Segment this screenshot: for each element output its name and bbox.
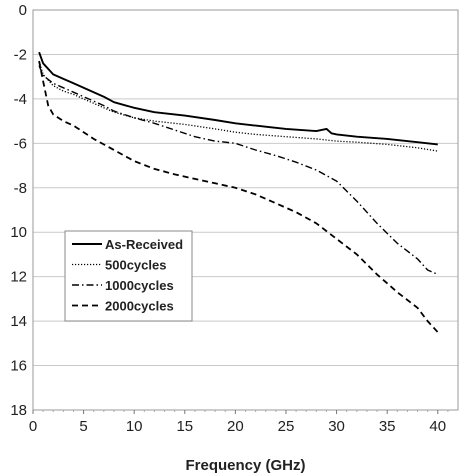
x-tick-label: 15: [176, 418, 193, 435]
x-tick-label: 10: [126, 418, 143, 435]
y-tick-label: -6: [14, 135, 27, 152]
x-axis-title: Frequency (GHz): [185, 457, 305, 474]
y-tick-label: 10: [10, 224, 27, 241]
x-tick-label: 5: [79, 418, 87, 435]
x-tick-label: 30: [328, 418, 345, 435]
x-tick-label: 25: [278, 418, 295, 435]
series-line-as-received: [38, 51, 438, 146]
series-line-1000cycles: [38, 65, 439, 276]
y-tick-label: 14: [10, 313, 27, 330]
legend-label: 1000cycles: [105, 278, 174, 293]
legend: As-Received 500cycles 1000cycles 2000cycles: [64, 230, 193, 322]
y-tick-label: 18: [10, 402, 27, 419]
tick-marks: [32, 410, 449, 414]
legend-label: 2000cycles: [105, 299, 174, 314]
x-tick-label: 0: [29, 418, 37, 435]
series-line-2000cycles: [38, 60, 439, 333]
x-tick-label: 20: [227, 418, 244, 435]
legend-label: 500cycles: [105, 258, 166, 273]
series-lines: [38, 51, 439, 333]
y-tick-label: 16: [10, 358, 27, 375]
y-axis-tick-labels: 0 -2 -4 -6 -8 10 12 14 16 18: [10, 2, 27, 419]
x-tick-label: 40: [429, 418, 446, 435]
x-tick-label: 35: [379, 418, 396, 435]
y-tick-label: 12: [10, 269, 27, 286]
series-line-500cycles: [38, 60, 438, 152]
y-tick-label: -8: [14, 180, 27, 197]
legend-label: As-Received: [105, 237, 183, 252]
y-tick-label: -2: [14, 46, 27, 63]
y-tick-label: -4: [14, 91, 27, 108]
y-tick-label: 0: [19, 2, 27, 19]
x-axis-tick-labels: 0 5 10 15 20 25 30 35 40: [29, 418, 446, 435]
